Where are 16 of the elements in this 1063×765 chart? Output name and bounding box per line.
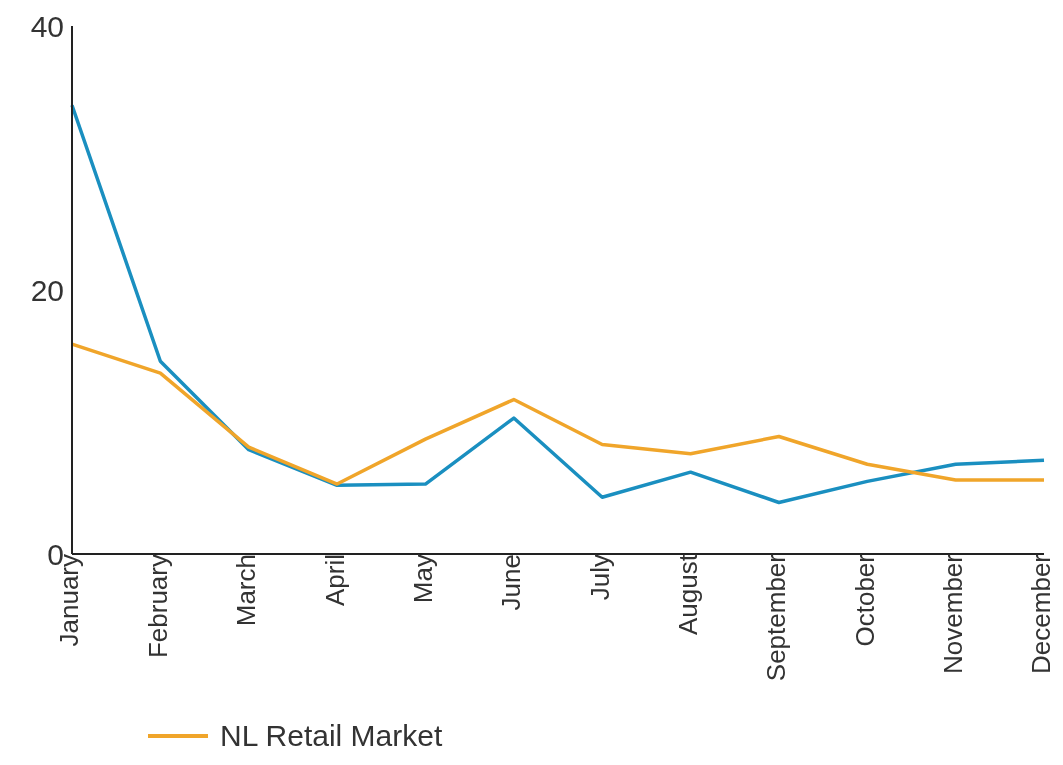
x-tick-label: May (407, 554, 438, 604)
x-tick-label: July (584, 554, 615, 601)
y-tick-label: 40 (30, 9, 64, 43)
x-tick-label: September (761, 553, 792, 682)
line-series (70, 342, 1046, 486)
y-tick-label: 20 (30, 273, 64, 307)
x-tick-label: December (1026, 553, 1057, 674)
x-tick-label: March (231, 554, 262, 627)
x-tick-label: August (673, 553, 704, 635)
x-tick-label: November (938, 553, 969, 674)
x-tick-label: June (496, 554, 527, 611)
x-tick-label: October (849, 553, 880, 647)
line-series (70, 103, 1046, 505)
legend-label: NL Retail Market (220, 719, 443, 753)
x-tick-label: February (142, 554, 173, 659)
x-tick-label: April (319, 554, 350, 607)
